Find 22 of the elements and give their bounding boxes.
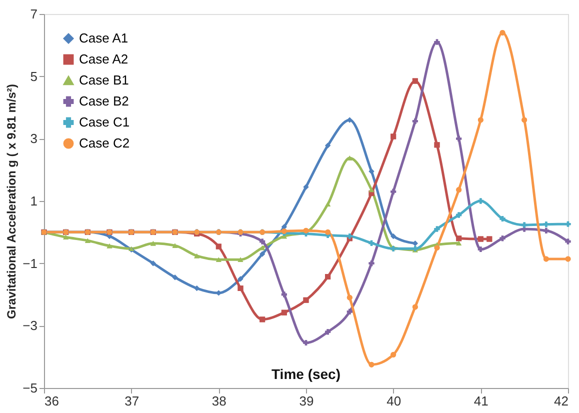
y-tick-label: −1 [22, 256, 38, 271]
legend-label: Case C1 [79, 114, 130, 130]
y-tick-label: −5 [22, 380, 38, 396]
x-axis-title: Time (sec) [272, 366, 340, 382]
y-axis-title: Gravitational Acceleration g ( x 9.81 m/s²) [4, 84, 19, 319]
y-tick-label: 5 [30, 68, 38, 84]
x-tick-label: 38 [212, 394, 226, 408]
y-tick-label: −3 [22, 318, 38, 334]
legend-label: Case C2 [79, 136, 130, 150]
y-tick-label: 1 [30, 194, 38, 208]
x-tick-label: 41 [474, 394, 488, 408]
x-tick-label: 37 [124, 394, 140, 408]
legend-label: Case A2 [79, 52, 128, 66]
y-tick-label: 7 [30, 6, 38, 22]
x-tick-label: 42 [554, 394, 568, 408]
x-tick-label: 40 [386, 394, 402, 408]
legend-label: Case B2 [79, 94, 129, 108]
x-tick-label: 39 [299, 394, 314, 408]
y-tick-label: 3 [30, 131, 38, 146]
legend-label: Case A1 [79, 30, 128, 46]
x-tick-label: 36 [44, 394, 59, 408]
legend-label: Case B1 [79, 72, 129, 88]
